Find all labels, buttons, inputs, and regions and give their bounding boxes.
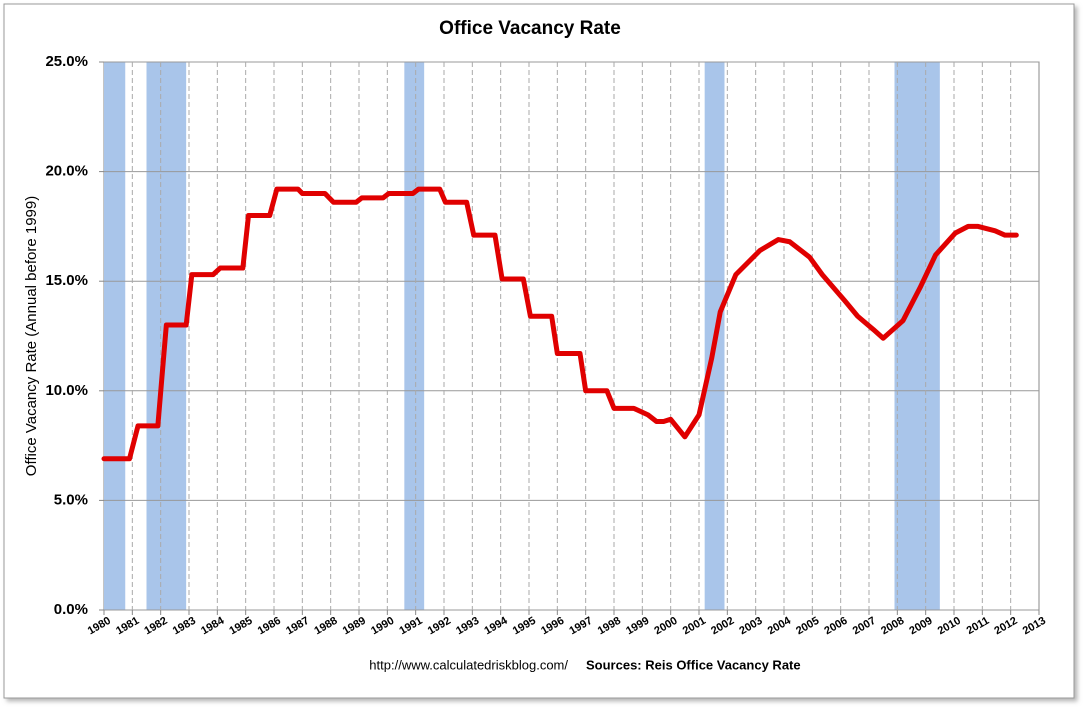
chart-title: Office Vacancy Rate bbox=[439, 18, 621, 39]
footer-source: Sources: Reis Office Vacancy Rate bbox=[586, 657, 801, 672]
y-tick-label: 15.0% bbox=[45, 272, 88, 289]
y-tick-label: 10.0% bbox=[45, 382, 88, 399]
recession-band bbox=[894, 62, 940, 610]
footer-url: http://www.calculatedriskblog.com/ bbox=[369, 657, 568, 672]
vacancy-line bbox=[101, 186, 1019, 462]
y-tick-label: 25.0% bbox=[45, 53, 88, 70]
y-tick-label: 0.0% bbox=[54, 601, 88, 618]
y-tick-label: 20.0% bbox=[45, 163, 88, 180]
recession-band bbox=[404, 62, 425, 610]
recession-band bbox=[104, 62, 126, 610]
y-tick-label: 5.0% bbox=[54, 491, 88, 508]
y-axis-label: Office Vacancy Rate (Annual before 1999) bbox=[23, 196, 40, 476]
